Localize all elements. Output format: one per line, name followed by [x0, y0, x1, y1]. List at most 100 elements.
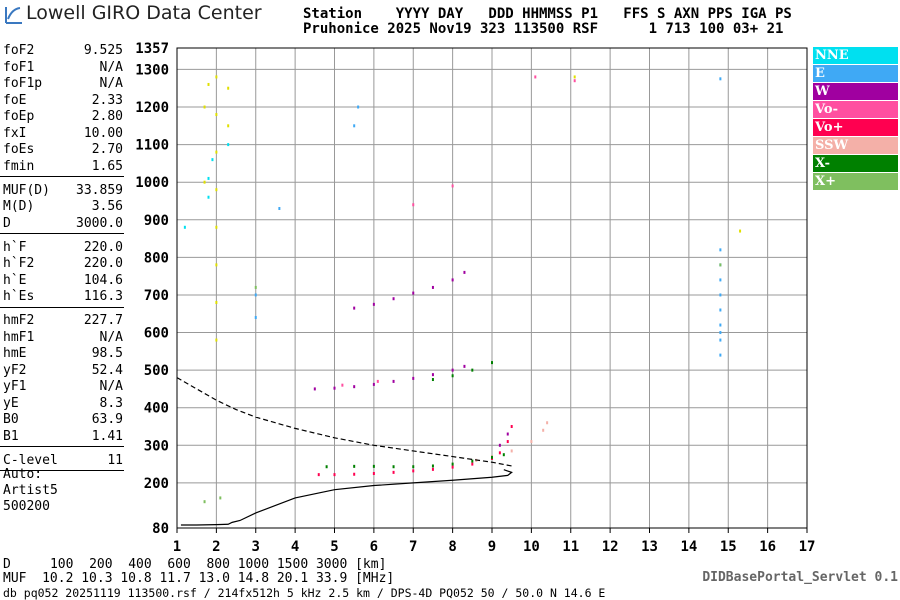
- echo-point: [227, 124, 230, 128]
- parameter-row: yF1 N/A: [3, 379, 123, 395]
- parameter-name: B0: [3, 412, 19, 427]
- parameter-name: yF2: [3, 362, 27, 378]
- echo-point: [471, 462, 474, 466]
- y-tick-label: 1200: [135, 100, 169, 116]
- table-cell: 400: [128, 557, 152, 572]
- echo-point: [203, 500, 206, 504]
- echo-point: [183, 225, 186, 229]
- echo-point: [463, 364, 466, 368]
- echo-point: [463, 270, 466, 274]
- table-cell: 600: [167, 557, 191, 572]
- legend-entry: X+: [813, 173, 898, 190]
- echo-point: [471, 368, 474, 372]
- table-cell: 33.9: [315, 571, 348, 586]
- x-tick-label: 12: [602, 539, 619, 555]
- x-tick-label: 6: [370, 539, 378, 555]
- parameter-name: D: [3, 215, 11, 231]
- parameter-row: foF1 N/A: [3, 60, 123, 76]
- echo-point: [510, 449, 513, 453]
- echo-point: [719, 323, 722, 327]
- parameter-value: 52.4: [91, 362, 123, 378]
- table-cell: 1500: [276, 557, 309, 572]
- parameter-value: 10.00: [83, 125, 123, 141]
- profile-line: [176, 377, 512, 467]
- parameter-name: foF2: [3, 43, 35, 58]
- x-tick-label: 8: [448, 539, 456, 555]
- echo-point: [313, 387, 316, 391]
- echo-point: [431, 378, 434, 382]
- echo-point: [451, 184, 454, 188]
- echo-point: [451, 368, 454, 372]
- parameter-value: 104.6: [83, 272, 123, 288]
- legend-entry: W: [813, 83, 898, 100]
- echo-point: [353, 472, 356, 476]
- echo-point: [215, 338, 218, 342]
- y-tick-label: 800: [144, 250, 169, 266]
- parameter-value: 2.70: [91, 142, 123, 157]
- table-cell: 3000: [315, 557, 348, 572]
- parameter-value: 116.3: [83, 289, 123, 304]
- echo-point: [719, 293, 722, 297]
- echo-point: [254, 293, 257, 297]
- echo-point: [510, 425, 513, 429]
- echo-point: [333, 473, 336, 477]
- y-tick-label: 900: [144, 213, 169, 229]
- table-cell: 800: [206, 557, 230, 572]
- y-tick-label: 1300: [135, 62, 169, 78]
- separator: [0, 470, 124, 471]
- parameter-row: foF1p N/A: [3, 76, 123, 92]
- echo-point: [719, 248, 722, 252]
- autoscale-text: Artist5: [3, 483, 58, 498]
- echo-point: [412, 291, 415, 295]
- echo-point: [451, 465, 454, 469]
- separator: [0, 176, 124, 177]
- header-line: Station YYYY DAY DDD HHMMSS P1 FFS S AXN…: [303, 6, 792, 22]
- table-cell: 10.8: [120, 571, 152, 586]
- x-tick-label: 13: [641, 539, 658, 555]
- echo-point: [372, 302, 375, 306]
- echo-point: [207, 82, 210, 86]
- echo-point: [372, 464, 375, 468]
- echo-point: [215, 75, 218, 79]
- parameter-row: foE 2.33: [3, 93, 123, 109]
- parameter-value: N/A: [99, 59, 123, 75]
- echo-point: [412, 203, 415, 207]
- echo-point: [412, 376, 415, 380]
- echo-point: [254, 285, 257, 289]
- echo-point: [392, 465, 395, 469]
- echo-point: [215, 150, 218, 154]
- echo-point: [333, 386, 336, 390]
- legend-entry: Vo+: [813, 119, 898, 136]
- unit-label: [MHz]: [355, 571, 395, 586]
- parameter-row: yF2 52.4: [3, 363, 123, 379]
- echo-point: [719, 338, 722, 342]
- echo-point: [227, 86, 230, 90]
- parameter-name: h`E: [3, 272, 27, 288]
- echo-point: [498, 443, 501, 447]
- parameter-row: foEs 2.70: [3, 142, 123, 158]
- parameter-value: 8.3: [99, 395, 123, 411]
- echo-point: [719, 308, 722, 312]
- echo-point: [211, 158, 214, 162]
- echo-point: [739, 229, 742, 233]
- parameter-row: C-level 11: [3, 453, 123, 469]
- servlet-label: DIDBasePortal_Servlet 0.1: [702, 570, 898, 585]
- echo-point: [573, 79, 576, 83]
- parameter-name: fmin: [3, 158, 35, 174]
- unit-label: [km]: [355, 557, 387, 572]
- parameter-name: foF1p: [3, 76, 43, 91]
- echo-point: [353, 124, 356, 128]
- echo-point: [451, 374, 454, 378]
- parameter-value: 2.80: [91, 109, 123, 124]
- echo-point: [353, 306, 356, 310]
- profile-line: [180, 469, 513, 526]
- echo-point: [471, 459, 474, 463]
- parameter-value: 3.56: [91, 199, 123, 214]
- echo-point: [491, 361, 493, 365]
- legend-entry: E: [813, 65, 898, 82]
- echo-point: [431, 285, 434, 289]
- parameter-value: 9.525: [83, 43, 123, 58]
- parameter-row: h`F2 220.0: [3, 256, 123, 272]
- parameter-name: h`F: [3, 239, 27, 255]
- echo-point: [451, 278, 454, 282]
